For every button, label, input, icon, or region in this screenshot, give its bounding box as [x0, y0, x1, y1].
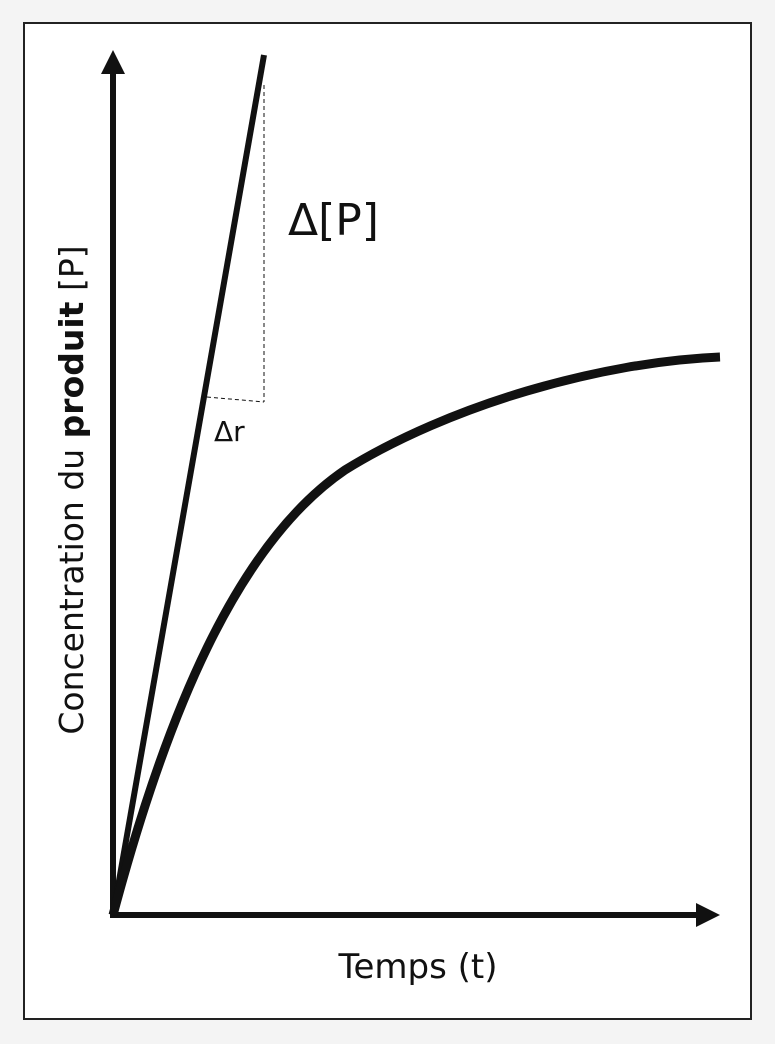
delta-p-label: Δ[P] [288, 195, 379, 246]
y-axis-label: Concentration du produit [P] [52, 245, 91, 734]
tangent-line [110, 54, 267, 916]
product-curve [108, 352, 721, 917]
frame [23, 22, 752, 1020]
y-label-text: Concentration du [52, 438, 91, 734]
x-axis-label: Temps (t) [338, 947, 498, 987]
delta-r-label: Δr [214, 415, 245, 448]
delta-r-guide [206, 396, 265, 403]
y-label-text: [P] [52, 245, 91, 301]
y-label-bold: produit [52, 301, 91, 438]
